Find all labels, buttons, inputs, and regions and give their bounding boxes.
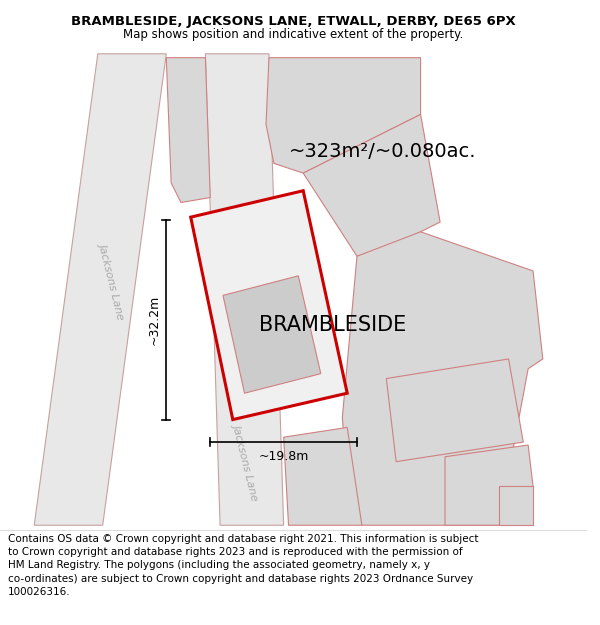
Text: HM Land Registry. The polygons (including the associated geometry, namely x, y: HM Land Registry. The polygons (includin… [8,561,430,571]
Text: Map shows position and indicative extent of the property.: Map shows position and indicative extent… [123,28,464,41]
Text: 100026316.: 100026316. [8,587,70,597]
Polygon shape [445,445,533,525]
Text: ~19.8m: ~19.8m [259,450,309,463]
Polygon shape [266,58,421,173]
Polygon shape [284,428,362,525]
Polygon shape [386,359,523,462]
Text: co-ordinates) are subject to Crown copyright and database rights 2023 Ordnance S: co-ordinates) are subject to Crown copyr… [8,574,473,584]
Polygon shape [343,232,543,525]
Polygon shape [205,54,284,525]
Text: BRAMBLESIDE, JACKSONS LANE, ETWALL, DERBY, DE65 6PX: BRAMBLESIDE, JACKSONS LANE, ETWALL, DERB… [71,14,516,28]
Text: Jacksons Lane: Jacksons Lane [98,241,127,320]
Text: Contains OS data © Crown copyright and database right 2021. This information is : Contains OS data © Crown copyright and d… [8,534,478,544]
Polygon shape [499,486,533,525]
Text: ~323m²/~0.080ac.: ~323m²/~0.080ac. [289,142,476,161]
Text: ~32.2m: ~32.2m [148,295,160,345]
Text: to Crown copyright and database rights 2023 and is reproduced with the permissio: to Crown copyright and database rights 2… [8,548,463,558]
Text: Jacksons Lane: Jacksons Lane [232,422,261,501]
Polygon shape [166,58,210,202]
Polygon shape [34,54,166,525]
Polygon shape [223,276,321,393]
Polygon shape [191,191,347,419]
Text: BRAMBLESIDE: BRAMBLESIDE [259,315,406,335]
Polygon shape [303,114,440,256]
